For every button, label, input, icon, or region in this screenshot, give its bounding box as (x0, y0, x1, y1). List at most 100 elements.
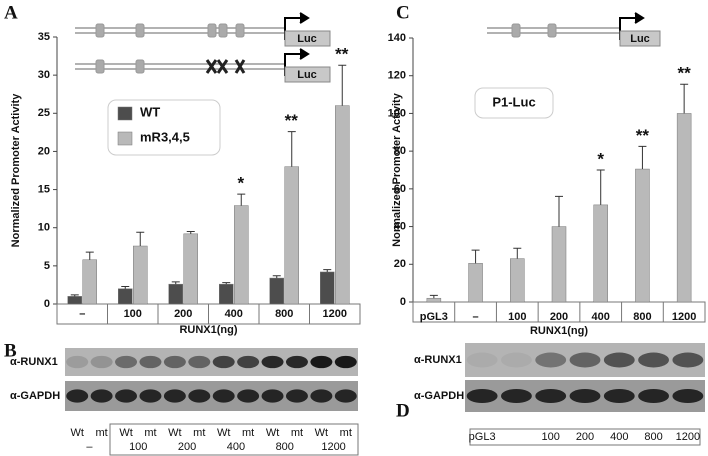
blot-band (501, 388, 532, 404)
y-tick-label: 10 (38, 222, 50, 234)
bar (168, 283, 183, 305)
bar (269, 277, 284, 305)
blot-band (466, 352, 498, 368)
y-tick-label: 140 (388, 32, 406, 44)
y-tick-label: 20 (38, 145, 50, 157)
blot-band (188, 355, 211, 369)
legend-label: mR3,4,5 (140, 129, 190, 144)
significance-label: * (597, 149, 604, 168)
error-bar (513, 247, 522, 259)
blot-band (237, 355, 260, 369)
blot-band (285, 355, 308, 369)
x-tick-label: 1200 (672, 311, 696, 323)
lane-label-box (109, 423, 359, 456)
blot-strip (65, 381, 358, 411)
error-bar (680, 83, 689, 114)
error-bar (272, 275, 281, 279)
luc-boxes (284, 30, 661, 83)
bar (67, 296, 82, 305)
blot-band (163, 389, 186, 403)
y-tick-label: 20 (394, 258, 406, 270)
antibody-label: α-RUNX1 (414, 354, 462, 366)
x-tick-label: 400 (592, 311, 610, 323)
y-tick-label: 60 (394, 183, 406, 195)
bar (510, 258, 525, 303)
x-tick-label: 400 (225, 308, 243, 320)
blot-band (672, 388, 704, 404)
group-label: 800 (276, 441, 294, 453)
antibody-label: α-RUNX1 (10, 356, 58, 368)
blot-band (90, 355, 113, 369)
blot-band (285, 389, 308, 403)
lane-label: 100 (542, 431, 560, 443)
y-tick-label: 40 (394, 220, 406, 232)
bar (320, 271, 335, 305)
blot-band (212, 389, 235, 403)
x-tick-label: 100 (508, 311, 526, 323)
y-tick-label: 35 (38, 31, 50, 43)
x-tick-label: 800 (275, 308, 293, 320)
blot-band (115, 355, 138, 369)
legend-box (107, 99, 221, 156)
blot-band (535, 388, 567, 404)
y-tick-label: 15 (38, 183, 50, 195)
lane-label: 400 (610, 431, 628, 443)
error-bar (186, 231, 195, 234)
significance-label: ** (285, 111, 299, 130)
bar (82, 259, 97, 305)
error-bar (555, 195, 563, 227)
error-bar (237, 193, 246, 206)
blot-band (672, 352, 704, 368)
y-tick-label: 100 (388, 107, 406, 119)
lane-label: Wt (217, 427, 230, 439)
bar (635, 168, 650, 303)
blot-band (638, 352, 669, 368)
significance-label: ** (636, 126, 650, 145)
luc-label: Luc (297, 69, 317, 81)
blot-band (188, 389, 211, 403)
x-axis-title: RUNX1(ng) (530, 325, 588, 337)
x-tick-label: – (79, 308, 85, 320)
y-tick-label: 0 (44, 298, 50, 310)
error-bar (171, 281, 180, 285)
bar (335, 105, 350, 305)
blot-band (603, 388, 635, 404)
bar (676, 113, 692, 303)
blot-band (212, 355, 235, 369)
blot-band (163, 355, 186, 369)
lane-label-box (469, 428, 701, 446)
error-bar (222, 282, 231, 285)
lane-label: mt (193, 427, 205, 439)
bar (133, 245, 148, 305)
x-tick-label: 200 (174, 308, 192, 320)
group-label: 1200 (321, 441, 345, 453)
blot-band (139, 355, 162, 369)
blot-band (237, 389, 260, 403)
blot-band (310, 355, 333, 369)
blot-band (139, 389, 162, 403)
y-tick-label: 0 (400, 296, 406, 308)
y-axis-title: Normalized Promoter Activity (391, 92, 403, 247)
luc-label: Luc (297, 33, 317, 45)
lane-label: Wt (315, 427, 328, 439)
lane-label: pGL3 (469, 431, 496, 443)
lane-label: Wt (70, 427, 83, 439)
mutation-marks (205, 59, 246, 74)
promoter-diagram (75, 23, 620, 74)
group-label: 400 (227, 441, 245, 453)
luc-label: Luc (630, 33, 650, 45)
annotation-box (474, 87, 554, 119)
bar (284, 166, 299, 305)
error-bar (429, 294, 438, 299)
lane-label: mt (340, 427, 352, 439)
significance-label: ** (335, 45, 349, 64)
bar (468, 263, 483, 303)
lane-label: mt (144, 427, 156, 439)
error-bar (638, 145, 647, 170)
blot-band (501, 352, 532, 368)
x-tick-label: 800 (633, 311, 651, 323)
blot-band (603, 352, 635, 368)
group-label: 100 (129, 441, 147, 453)
lane-label: mt (242, 427, 254, 439)
